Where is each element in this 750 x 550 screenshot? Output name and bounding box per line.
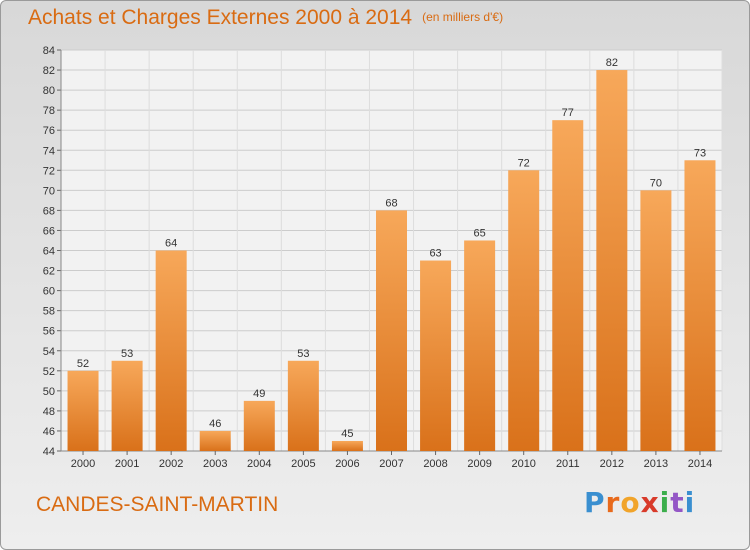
y-tick-label: 70 xyxy=(43,185,55,197)
y-tick-label: 66 xyxy=(43,225,55,237)
proxiti-logo[interactable]: Proxiti xyxy=(584,486,695,519)
y-tick-label: 62 xyxy=(43,266,55,278)
bar xyxy=(376,210,407,451)
bar-value-label: 68 xyxy=(385,197,397,209)
bar-value-label: 77 xyxy=(562,107,574,119)
y-tick-label: 80 xyxy=(43,85,55,97)
bar xyxy=(640,190,672,451)
bar-value-label: 45 xyxy=(341,428,353,440)
bar-value-label: 72 xyxy=(518,157,530,169)
x-tick-label: 2014 xyxy=(688,458,712,470)
chart-title-text: Achats et Charges Externes 2000 à 2014 xyxy=(28,6,413,29)
logo-letter: i xyxy=(659,486,671,519)
bar xyxy=(287,360,319,451)
chart-title: Achats et Charges Externes 2000 à 2014 (e… xyxy=(28,6,503,30)
bar-value-label: 64 xyxy=(165,238,177,250)
y-tick-label: 82 xyxy=(43,65,55,77)
chart-subtitle: (en milliers d'€) xyxy=(422,10,504,24)
x-tick-label: 2010 xyxy=(511,458,535,470)
x-tick-label: 2006 xyxy=(335,458,359,470)
bar-value-label: 52 xyxy=(77,358,89,370)
y-tick-label: 50 xyxy=(43,386,55,398)
x-tick-label: 2009 xyxy=(467,458,491,470)
logo-letter: P xyxy=(584,486,606,519)
bar-value-label: 53 xyxy=(121,348,133,360)
x-tick-label: 2013 xyxy=(644,458,668,470)
bar-value-label: 65 xyxy=(474,227,486,239)
bar xyxy=(111,360,143,451)
bar xyxy=(508,170,540,452)
bar xyxy=(155,250,187,451)
y-tick-label: 60 xyxy=(43,286,55,298)
y-tick-label: 56 xyxy=(43,326,55,338)
bar-value-label: 82 xyxy=(606,57,618,69)
y-tick-label: 76 xyxy=(43,125,55,137)
bar xyxy=(331,440,363,451)
logo-letter: t xyxy=(670,486,685,519)
bar xyxy=(67,370,99,451)
bar-value-label: 63 xyxy=(429,248,441,260)
y-tick-label: 44 xyxy=(43,446,55,458)
bar-value-label: 53 xyxy=(297,348,309,360)
bar xyxy=(420,260,452,451)
bar xyxy=(464,240,496,451)
y-tick-label: 72 xyxy=(43,165,55,177)
y-tick-label: 58 xyxy=(43,306,55,318)
logo-letter: i xyxy=(684,486,696,519)
x-tick-label: 2007 xyxy=(379,458,403,470)
bar xyxy=(199,430,231,451)
y-tick-label: 48 xyxy=(43,406,55,418)
x-tick-label: 2001 xyxy=(115,458,139,470)
bar xyxy=(552,120,584,452)
bar xyxy=(596,70,628,452)
y-tick-label: 52 xyxy=(43,366,55,378)
x-tick-label: 2011 xyxy=(556,458,580,470)
x-tick-label: 2004 xyxy=(247,458,271,470)
y-tick-label: 46 xyxy=(43,426,55,438)
x-tick-label: 2000 xyxy=(71,458,95,470)
y-tick-label: 84 xyxy=(43,45,55,57)
x-tick-label: 2003 xyxy=(203,458,227,470)
y-tick-label: 74 xyxy=(43,145,55,157)
y-tick-label: 68 xyxy=(43,205,55,217)
x-tick-label: 2008 xyxy=(423,458,447,470)
bar-value-label: 73 xyxy=(694,147,706,159)
bar xyxy=(684,160,716,451)
y-tick-label: 78 xyxy=(43,105,55,117)
logo-letter: r xyxy=(605,486,621,519)
bar-value-label: 49 xyxy=(253,388,265,400)
bar xyxy=(243,400,275,451)
x-tick-label: 2005 xyxy=(291,458,315,470)
x-tick-label: 2012 xyxy=(600,458,624,470)
location-label: CANDES-SAINT-MARTIN xyxy=(36,493,279,516)
logo-letter: x xyxy=(640,486,660,519)
logo-letter: o xyxy=(620,486,641,519)
x-tick-label: 2002 xyxy=(159,458,183,470)
bar-value-label: 46 xyxy=(209,418,221,430)
y-tick-label: 54 xyxy=(43,346,55,358)
y-tick-label: 64 xyxy=(43,246,55,258)
bar-value-label: 70 xyxy=(650,177,662,189)
